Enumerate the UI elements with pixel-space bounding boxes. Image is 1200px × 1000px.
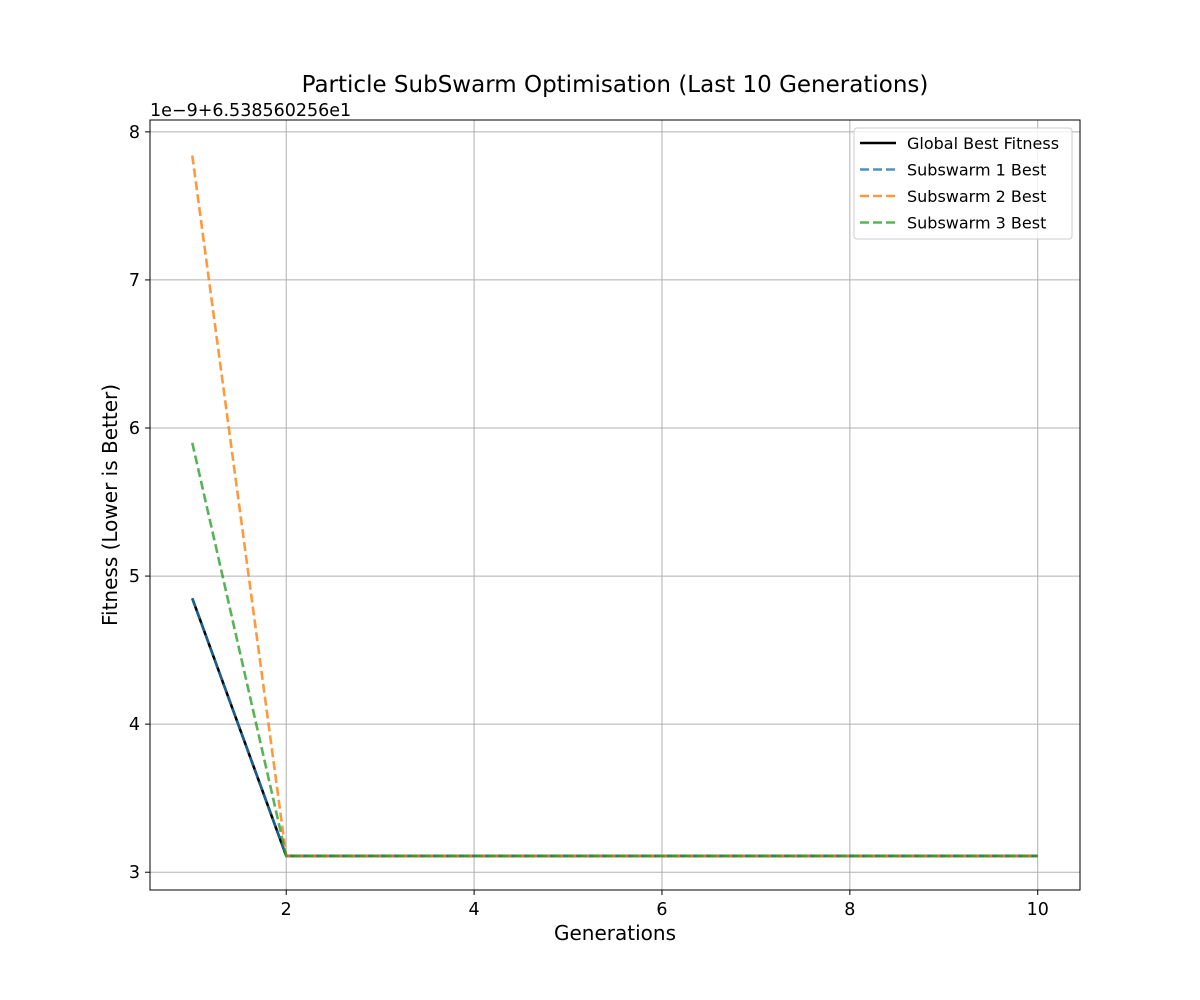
legend-label-4: Subswarm 3 Best: [907, 214, 1046, 233]
y-axis-label: Fitness (Lower is Better): [98, 384, 122, 626]
series-lines: [190, 155, 1038, 858]
legend-box: [853, 127, 1073, 240]
legend-label-1: Global Best Fitness: [907, 134, 1059, 153]
legend-label-3: Subswarm 2 Best: [907, 187, 1046, 206]
x-axis-ticks: 2 4 6 8 10: [281, 890, 1049, 920]
grid-lines: [150, 120, 1080, 890]
series-line-4: [191, 442, 1038, 858]
y-tick-label: 4: [129, 715, 140, 735]
x-tick-label: 2: [281, 900, 292, 920]
y-tick-label: 5: [129, 567, 140, 587]
legend-label-2: Subswarm 1 Best: [907, 161, 1046, 180]
series-line-1: [191, 597, 1038, 858]
y-axis-ticks: 3 4 5 6 7 8: [129, 123, 150, 883]
y-tick-label: 3: [129, 863, 140, 883]
series-line-2: [191, 597, 1038, 858]
y-tick-label: 8: [129, 123, 140, 143]
chart-title: Particle SubSwarm Optimisation (Last 10 …: [302, 72, 929, 98]
x-axis-label: Generations: [554, 921, 676, 945]
x-tick-label: 6: [656, 900, 667, 920]
series-line-3: [190, 155, 1038, 858]
x-tick-label: 8: [844, 900, 855, 920]
x-tick-label: 10: [1027, 900, 1049, 920]
y-tick-label: 6: [129, 419, 140, 439]
legend: Global Best Fitness Subswarm 1 Best Subswa…: [853, 127, 1073, 240]
y-tick-label: 7: [129, 271, 140, 291]
plot-area-frame: [149, 119, 1081, 891]
x-tick-label: 4: [469, 900, 480, 920]
y-axis-offset-label: 1e−9+6.538560256e1: [150, 101, 351, 121]
